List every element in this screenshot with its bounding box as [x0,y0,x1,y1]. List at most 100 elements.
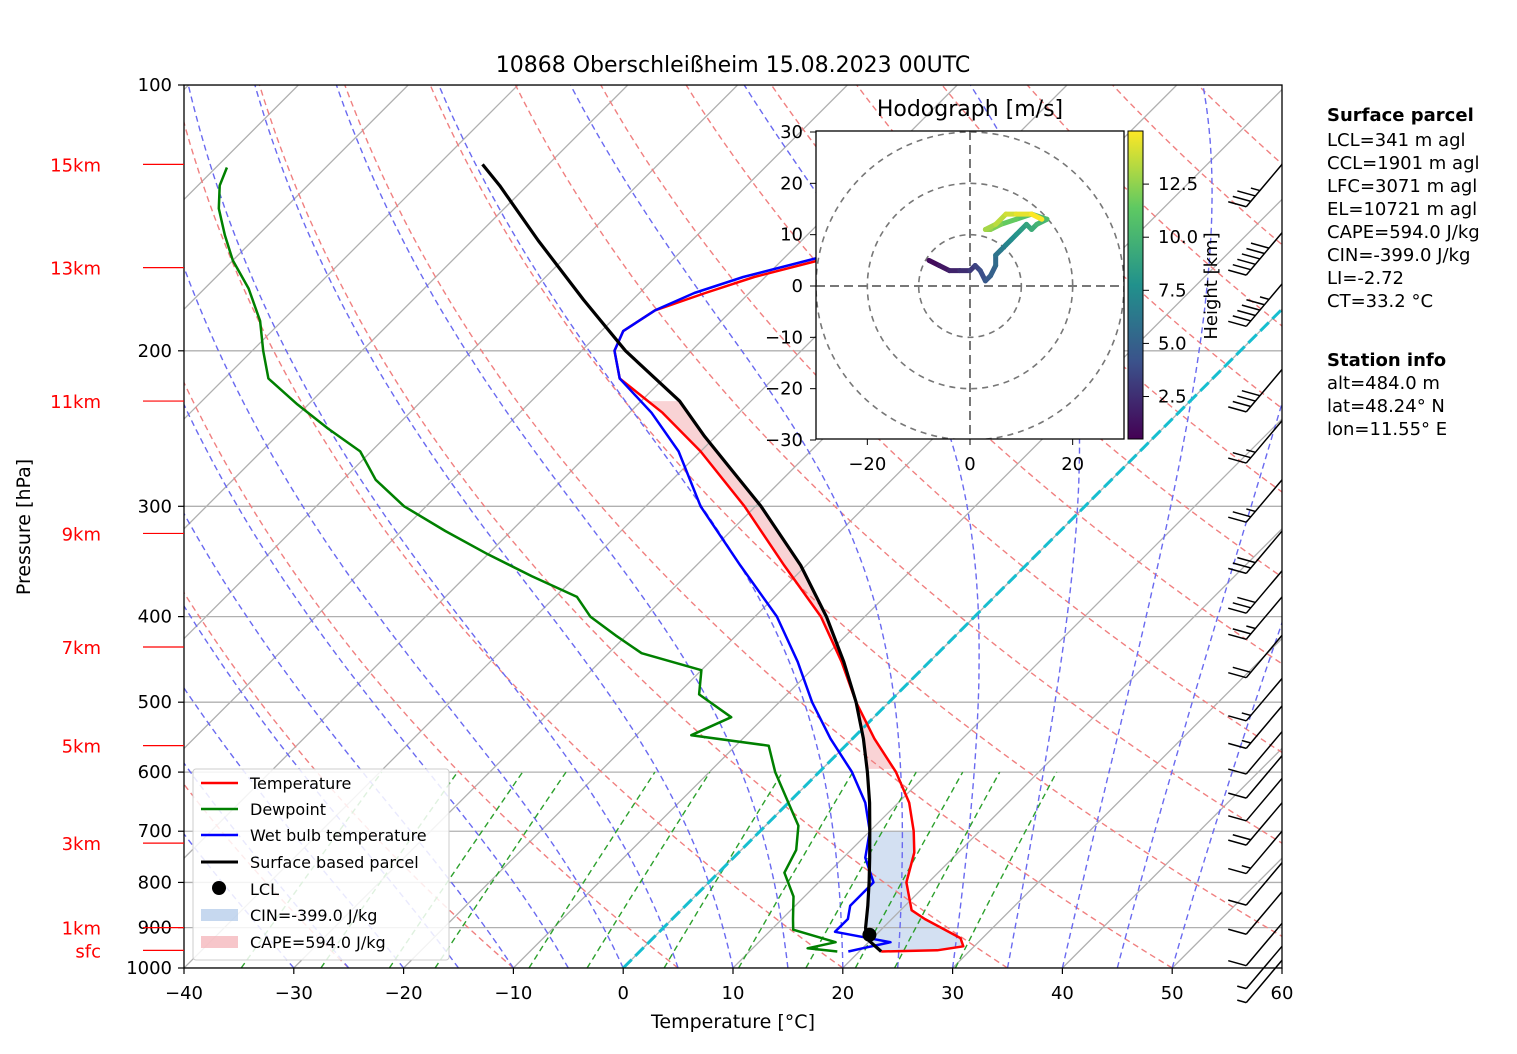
wind-barb-flag [1232,263,1252,271]
isotherm-line [184,85,519,420]
wind-barb-staff [1245,530,1283,574]
x-tick-label: −40 [165,983,203,1004]
mixing-ratio-line [663,771,784,968]
hodograph-y-tick-label: −20 [765,379,803,400]
wind-barb-flag [1228,457,1247,464]
mixing-ratio-line [737,771,854,968]
hodograph-y-tick-label: −10 [765,327,803,348]
wind-barb [1228,922,1283,967]
wind-barb-staff [1245,959,1283,1004]
wind-barb-flag [1228,201,1247,208]
x-tick-label: 20 [831,983,854,1004]
wind-barb-staff [1245,731,1283,775]
wind-barb-half-flag [1246,449,1256,454]
x-axis-ticks: −40 −30 −20 −10 0 10 20 30 40 50 60 [165,968,1293,1004]
wind-barb-flag [1232,511,1252,518]
colorbar-tick-label: 10.0 [1158,227,1198,248]
wind-barb-staff [1245,755,1283,799]
moist-adiabat-line [743,85,980,968]
wind-barb [1228,163,1283,208]
wind-barb-staff [1245,862,1283,906]
wind-barb-flag [1228,715,1247,722]
legend-cape-patch [201,936,238,948]
hodograph-ring [917,233,1023,339]
wind-barb [1228,830,1283,875]
wind-barb [1228,891,1283,935]
cape-area [648,401,894,769]
wind-barb [1228,369,1283,413]
dry-adiabat-line [685,85,1282,665]
x-tick-label: −30 [275,983,313,1004]
moist-adiabat-line [184,265,624,968]
wind-barb-staff [1245,570,1283,614]
legend-cin-label: CIN=-399.0 J/kg [250,906,377,925]
wind-barb-flag [1228,671,1247,679]
dry-adiabat-line [429,85,1282,938]
legend-lcl-marker [212,881,226,895]
wind-barb-flag [1241,304,1261,311]
mixing-ratio-line [954,771,1058,968]
surface-parcel-line [481,163,883,953]
wind-barb [1228,596,1283,641]
x-tick-label: −20 [385,983,423,1004]
wet-bulb-line [613,163,1065,953]
hodograph-segment [1029,211,1045,222]
wind-barb-staff [1245,891,1283,935]
temperature-line [613,163,1076,953]
wind-barb [1237,959,1283,1004]
hodograph-y-tick-label: 0 [792,276,803,297]
dry-adiabat-line [258,85,1008,968]
hodograph-x-tick-label: −20 [848,454,886,475]
wind-barb-staff [1245,479,1283,523]
wind-barb-flag [1228,899,1247,906]
wind-barb-flag [1228,607,1247,614]
hodograph-x-tick-label: 0 [964,454,975,475]
wind-barb [1228,420,1283,464]
legend: Temperature Dewpoint Wet bulb temperatur… [192,768,450,961]
x-tick-label: 60 [1271,983,1294,1004]
legend-parcel-label: Surface based parcel [250,853,419,872]
height-tick-label: 1km [62,919,101,940]
info-line: alt=484.0 m [1327,373,1440,394]
wind-barb-flag [1237,190,1256,197]
moist-adiabat-line [1116,400,1282,968]
hodograph-x-tick-label: 20 [1061,454,1084,475]
wind-barb-staff [1245,922,1283,967]
wind-barb-half-flag [1259,296,1270,301]
info-line: CT=33.2 °C [1327,291,1433,312]
wind-barb [1228,755,1283,799]
colorbar-tick-label: 5.0 [1158,333,1187,354]
legend-wetbulb-label: Wet bulb temperature [250,826,427,845]
hodograph-trace [926,211,1050,284]
colorbar-tick-label: 12.5 [1158,174,1198,195]
legend-dewpoint-label: Dewpoint [250,800,326,819]
y-axis-label: Pressure [hPa] [13,459,35,595]
hodograph-y-tick-label: 30 [780,122,803,143]
wind-barb-staff [1245,945,1283,990]
wind-barb [1228,705,1283,750]
wind-barb-staff [1245,420,1283,464]
mixing-ratio-line [528,771,656,968]
wind-barb-flag [1241,389,1261,397]
y-tick-label: 1000 [126,958,172,979]
x-tick-label: 0 [617,983,628,1004]
hodograph-y-tick-label: 20 [780,173,803,194]
y-tick-label: 200 [138,341,172,362]
station-info-title: Station info [1327,350,1446,371]
colorbar-ticks: 2.5 5.0 7.5 10.0 12.5 [1143,174,1198,408]
dry-adiabat-line [184,119,844,968]
wind-barb-half-flag [1237,999,1247,1004]
dry-adiabat-line [344,85,1173,968]
wind-barb-half-flag [1237,985,1247,990]
wind-barb [1228,283,1283,328]
moist-adiabat-line [184,403,569,968]
height-tick-label: 13km [50,259,101,280]
colorbar-label: Height [km] [1201,232,1222,339]
wind-barb-flag [1232,315,1252,322]
wind-barb-flag [1237,309,1256,317]
wind-barb-flag [1228,792,1247,799]
mixing-ratio-line [805,771,917,968]
moist-adiabat-line [187,85,679,968]
wind-barb-flag [1228,633,1247,641]
legend-temperature-label: Temperature [249,774,351,793]
